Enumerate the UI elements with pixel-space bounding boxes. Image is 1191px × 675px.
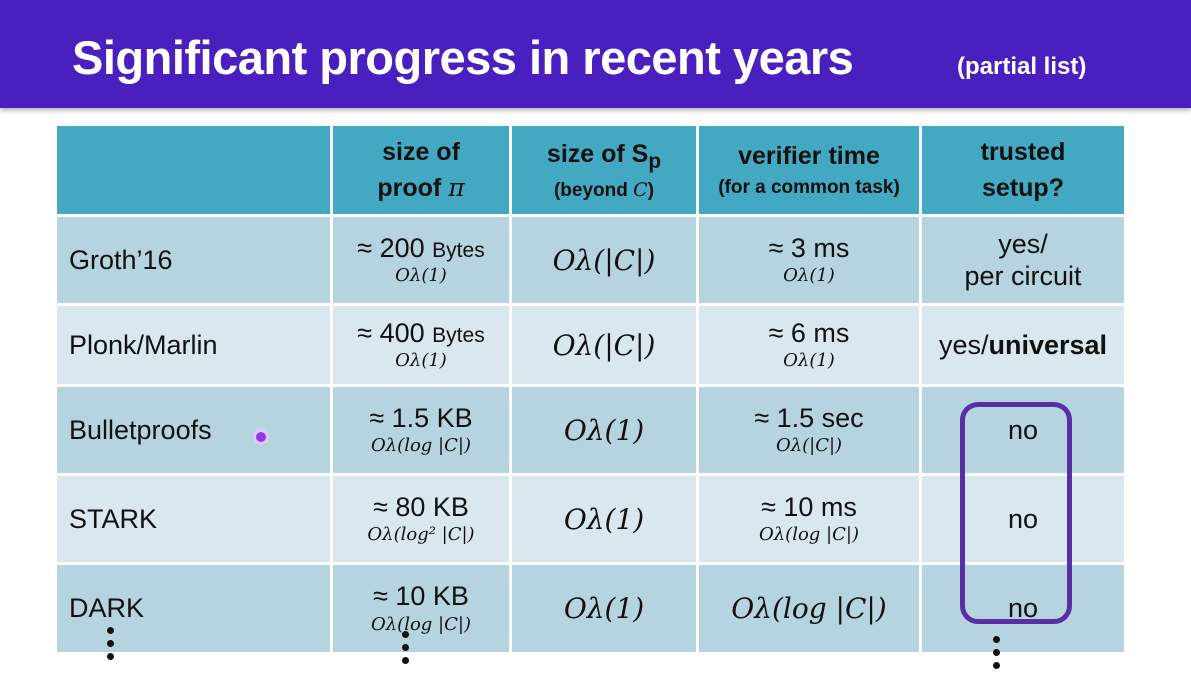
row-stark-verifier-time: ≈ 10 ms Oλ(log |C|) xyxy=(699,476,919,562)
row-name-groth16: Groth’16 xyxy=(57,217,330,303)
row-name-dark: DARK xyxy=(57,565,330,652)
row-stark-proof-size: ≈ 80 KB Oλ(log² |C|) xyxy=(333,476,509,562)
header-empty xyxy=(57,126,330,214)
slide-title: Significant progress in recent years xyxy=(72,31,854,84)
more-rows-ellipsis-2 xyxy=(402,631,410,670)
more-rows-ellipsis-1 xyxy=(107,627,115,666)
header-sp-size: size of Sp (beyond C) xyxy=(512,126,696,214)
row-name-stark: STARK xyxy=(57,476,330,562)
row-dark-verifier-time: Oλ(log |C|) xyxy=(699,565,919,652)
header-trusted-setup: trusted setup? xyxy=(922,126,1124,214)
row-name-bulletproofs: Bulletproofs xyxy=(57,387,330,473)
row-stark-setup: no xyxy=(922,476,1124,562)
pointer-dot xyxy=(256,432,266,442)
comparison-table: size of proof π size of Sp (beyond C) ve… xyxy=(57,126,1124,652)
row-dark-proof-size: ≈ 10 KB Oλ(log |C|) xyxy=(333,565,509,652)
row-groth16-proof-size: ≈ 200 Bytes Oλ(1) xyxy=(333,217,509,303)
row-groth16-sp-size: Oλ(|C|) xyxy=(512,217,696,303)
row-bulletproofs-setup: no xyxy=(922,387,1124,473)
row-plonk-setup: yes/universal xyxy=(922,306,1124,384)
header-proof-size: size of proof π xyxy=(333,126,509,214)
row-bulletproofs-proof-size: ≈ 1.5 KB Oλ(log |C|) xyxy=(333,387,509,473)
header-verifier-time: verifier time (for a common task) xyxy=(699,126,919,214)
title-bar: Significant progress in recent years (pa… xyxy=(0,0,1191,108)
row-bulletproofs-sp-size: Oλ(1) xyxy=(512,387,696,473)
row-stark-sp-size: Oλ(1) xyxy=(512,476,696,562)
row-dark-sp-size: Oλ(1) xyxy=(512,565,696,652)
row-plonk-verifier-time: ≈ 6 ms Oλ(1) xyxy=(699,306,919,384)
slide-title-note: (partial list) xyxy=(957,53,1087,80)
row-name-plonk-marlin: Plonk/Marlin xyxy=(57,306,330,384)
row-plonk-sp-size: Oλ(|C|) xyxy=(512,306,696,384)
row-groth16-setup: yes/ per circuit xyxy=(922,217,1124,303)
row-groth16-verifier-time: ≈ 3 ms Oλ(1) xyxy=(699,217,919,303)
row-dark-setup: no xyxy=(922,565,1124,652)
more-rows-ellipsis-3 xyxy=(993,636,1001,675)
row-bulletproofs-verifier-time: ≈ 1.5 sec Oλ(|C|) xyxy=(699,387,919,473)
row-plonk-proof-size: ≈ 400 Bytes Oλ(1) xyxy=(333,306,509,384)
